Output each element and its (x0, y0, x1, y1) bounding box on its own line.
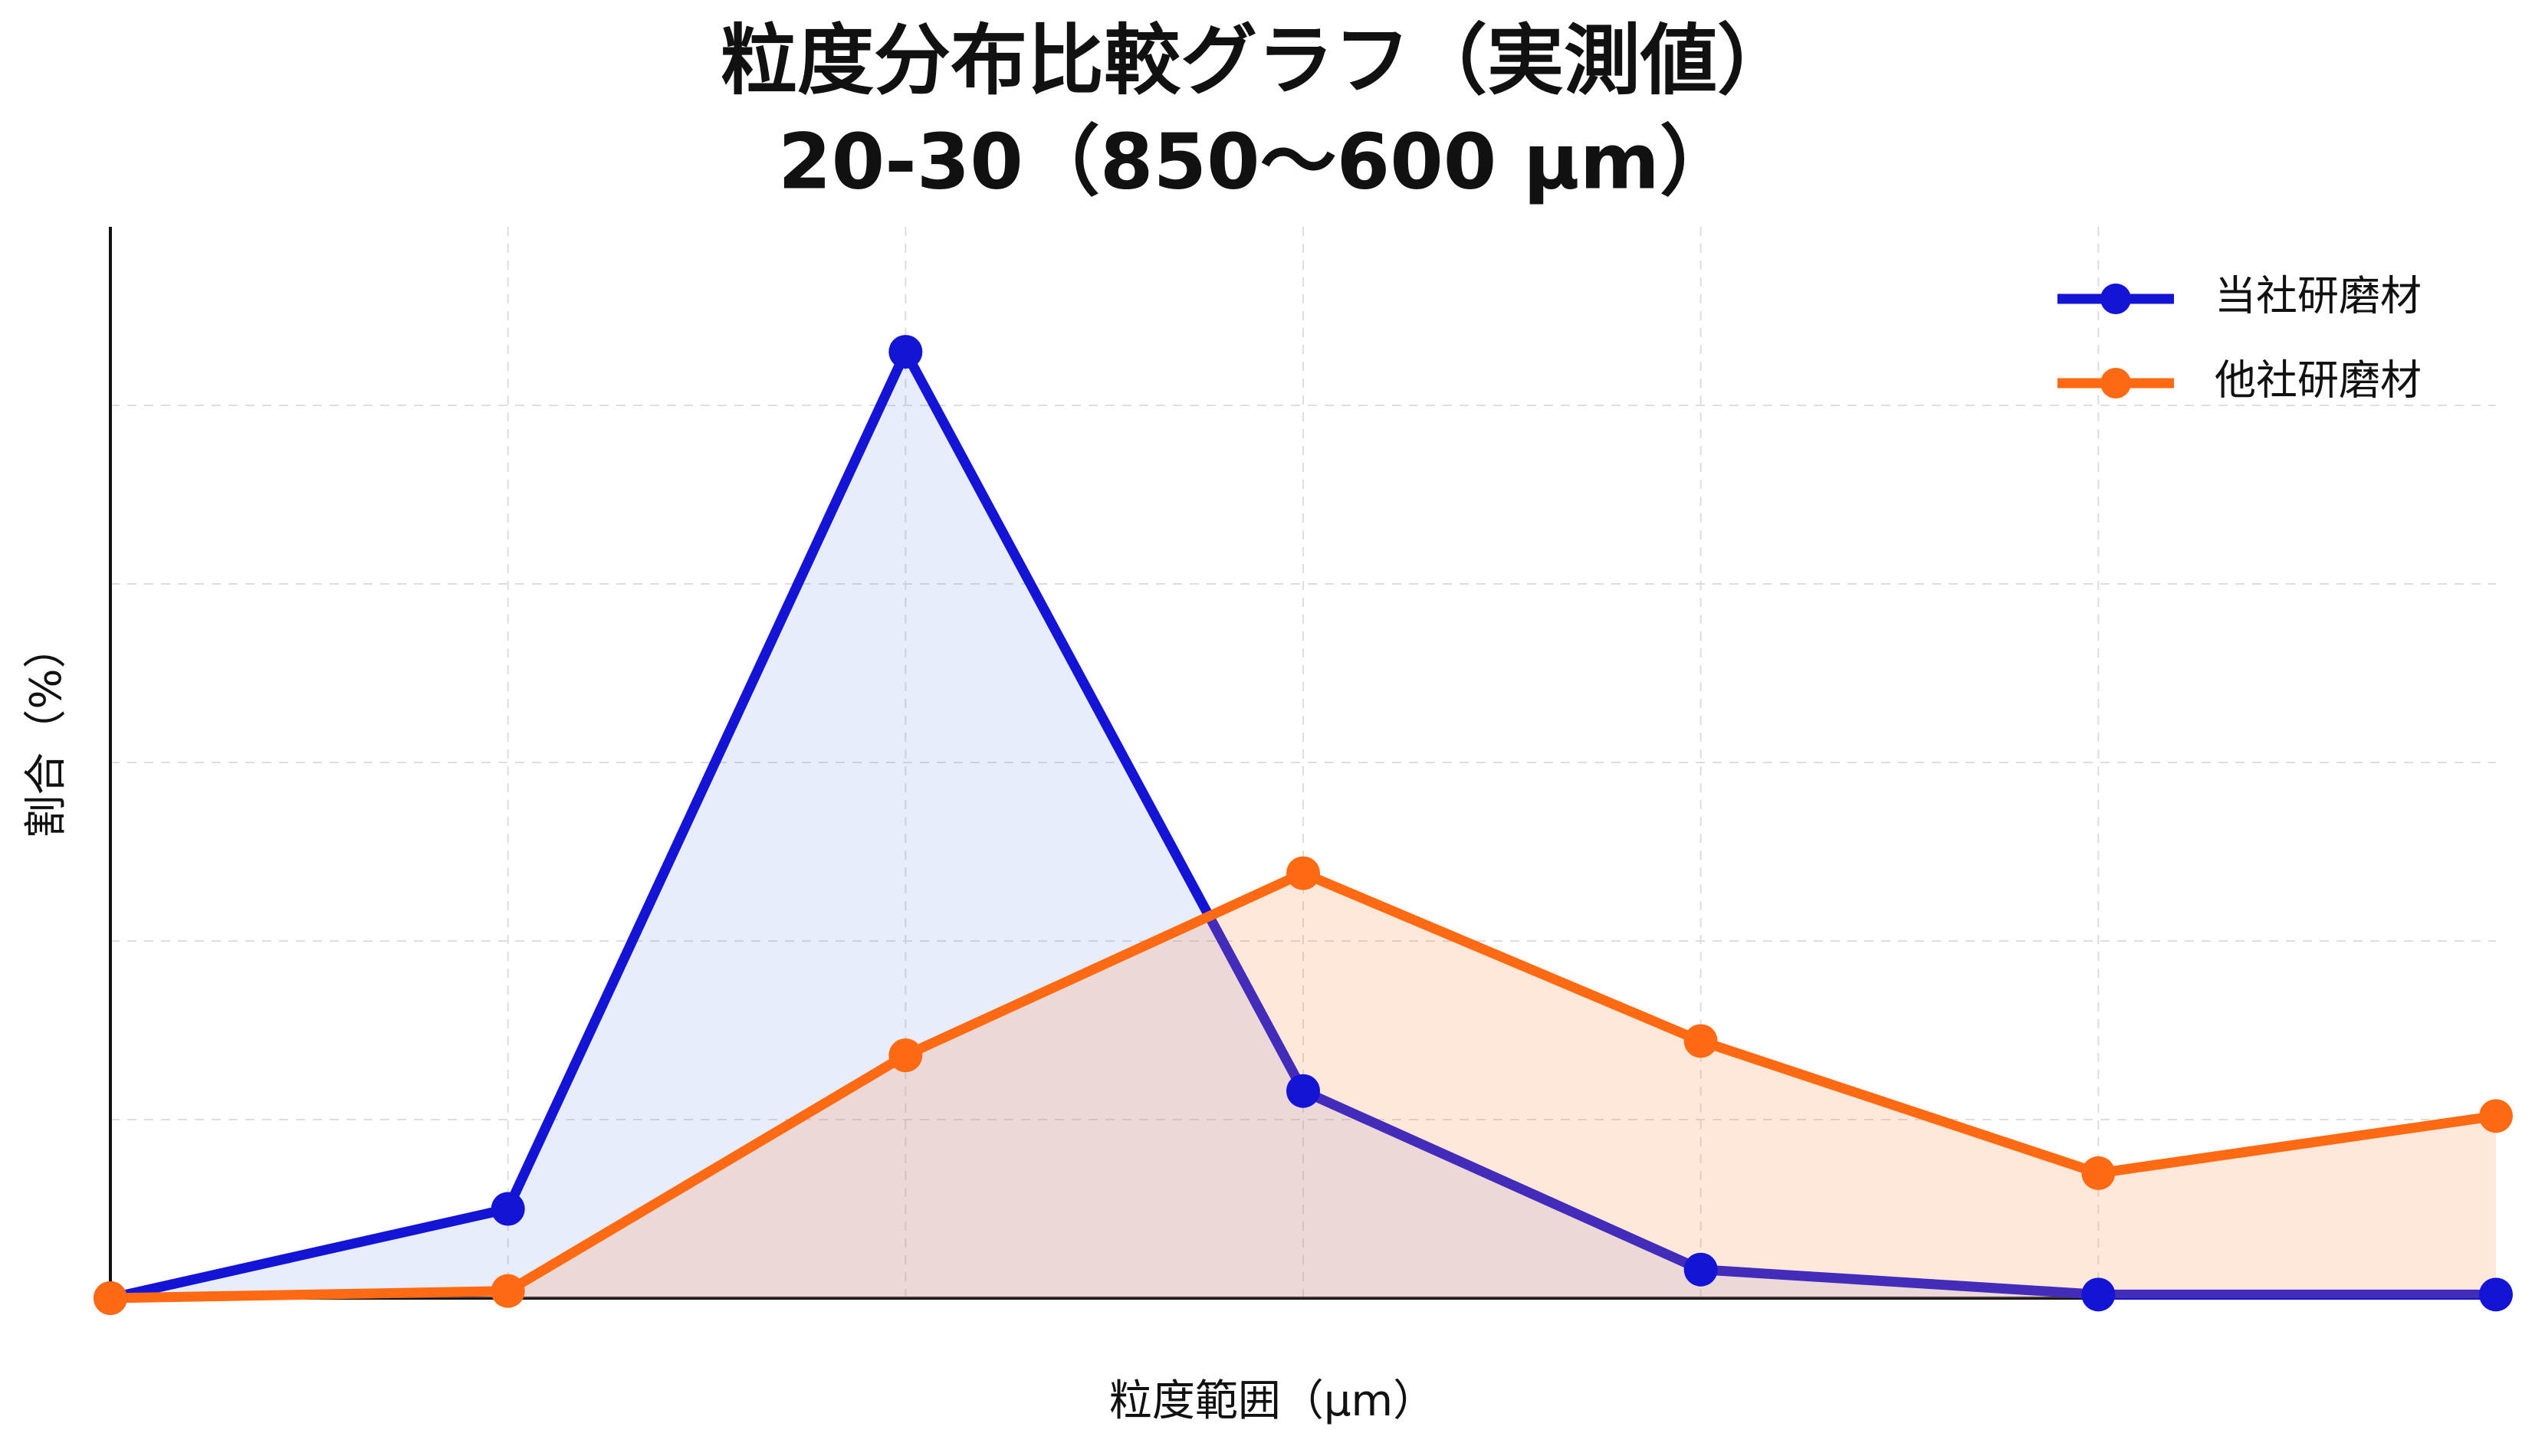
data-point (1683, 1024, 1718, 1058)
x-axis-label: 粒度範囲（μm） (1109, 1376, 1436, 1426)
chart-title: 粒度分布比較グラフ（実測値） (721, 15, 1794, 105)
data-point (888, 335, 923, 369)
legend-label: 他社研磨材 (2215, 356, 2422, 405)
data-point (1286, 856, 1320, 890)
legend-label: 当社研磨材 (2215, 272, 2422, 320)
data-point (2479, 1099, 2513, 1133)
data-point (888, 1038, 923, 1073)
chart-subtitle: 20-30（850〜600 μm） (778, 116, 1736, 206)
area-fill (110, 352, 2496, 1299)
legend-marker (2100, 284, 2131, 314)
data-point (491, 1274, 525, 1308)
legend-marker (2100, 368, 2131, 398)
data-point (1683, 1252, 1718, 1287)
y-axis-label: 割合（%） (21, 625, 71, 838)
data-point (2081, 1277, 2116, 1312)
data-point (2479, 1277, 2513, 1312)
data-point (94, 1281, 127, 1315)
data-point (491, 1192, 525, 1226)
data-point (2081, 1156, 2116, 1190)
data-point (1286, 1074, 1320, 1108)
